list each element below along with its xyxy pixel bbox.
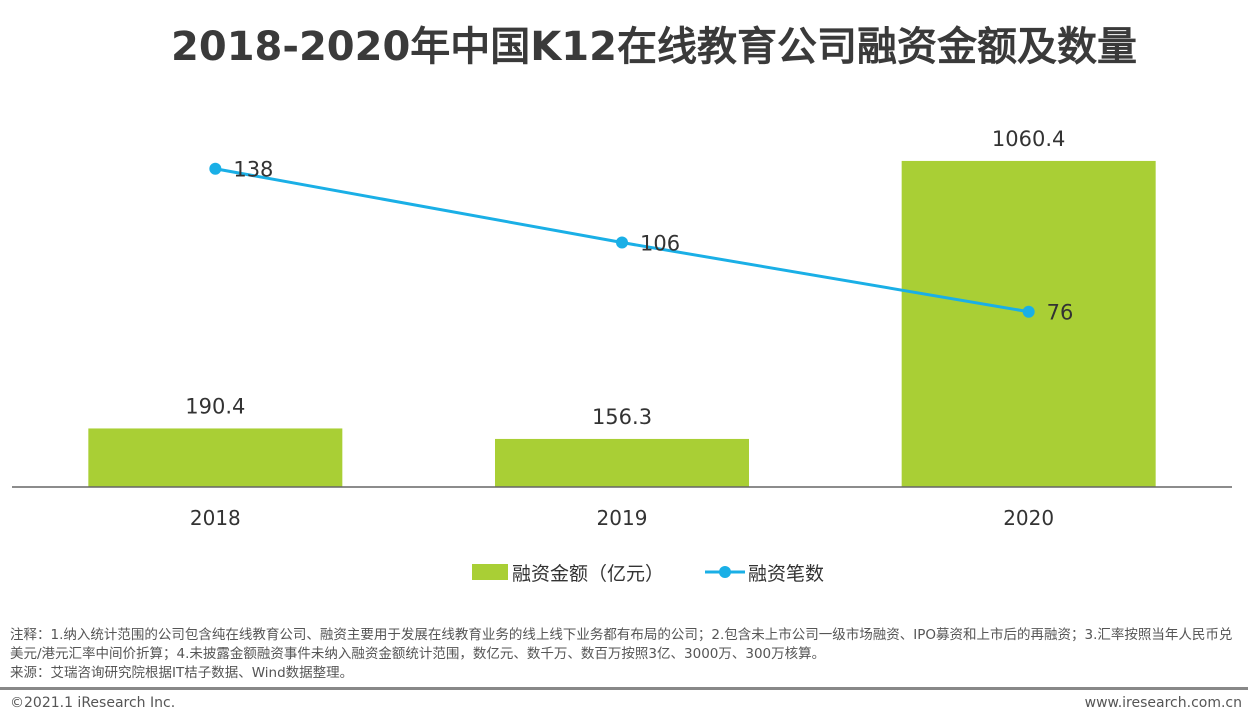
line-point (209, 162, 222, 175)
bar-label: 1060.4 (992, 127, 1065, 151)
x-tick-label: 2018 (190, 506, 241, 530)
bar-label: 156.3 (592, 405, 652, 429)
x-tick-label: 2020 (1003, 506, 1054, 530)
chart: 190.4 2018 156.3 2019 1060.4 2020 138 106 76 融资金额… (12, 127, 1232, 585)
line-label: 138 (233, 158, 273, 182)
legend-bar-label: 融资金额（亿元） (512, 563, 664, 585)
legend-line-label: 融资笔数 (748, 563, 824, 585)
bar-2018 (88, 428, 343, 487)
legend-bar-swatch (472, 564, 508, 580)
notes-text: 注释：1.纳入统计范围的公司包含纯在线教育公司、融资主要用于发展在线教育业务的线… (10, 627, 1233, 662)
chart-title: 2018-2020年中国K12在线教育公司融资金额及数量 (171, 24, 1137, 70)
bar-2020 (901, 160, 1156, 487)
website: www.iresearch.com.cn (1084, 695, 1242, 711)
bar-label: 190.4 (185, 394, 245, 418)
divider (0, 687, 1248, 690)
source-text: 来源：艾瑞咨询研究院根据IT桔子数据、Wind数据整理。 (10, 665, 354, 681)
copyright: ©2021.1 iResearch Inc. (10, 695, 176, 711)
bar-2019 (495, 438, 749, 487)
line-point (1022, 305, 1035, 318)
line-label: 76 (1047, 301, 1074, 325)
line-point (616, 236, 628, 249)
x-tick-label: 2019 (597, 506, 648, 530)
notes: 注释：1.纳入统计范围的公司包含纯在线教育公司、融资主要用于发展在线教育业务的线… (10, 626, 1242, 683)
legend-line-marker (719, 566, 731, 578)
line-label: 106 (640, 232, 680, 256)
